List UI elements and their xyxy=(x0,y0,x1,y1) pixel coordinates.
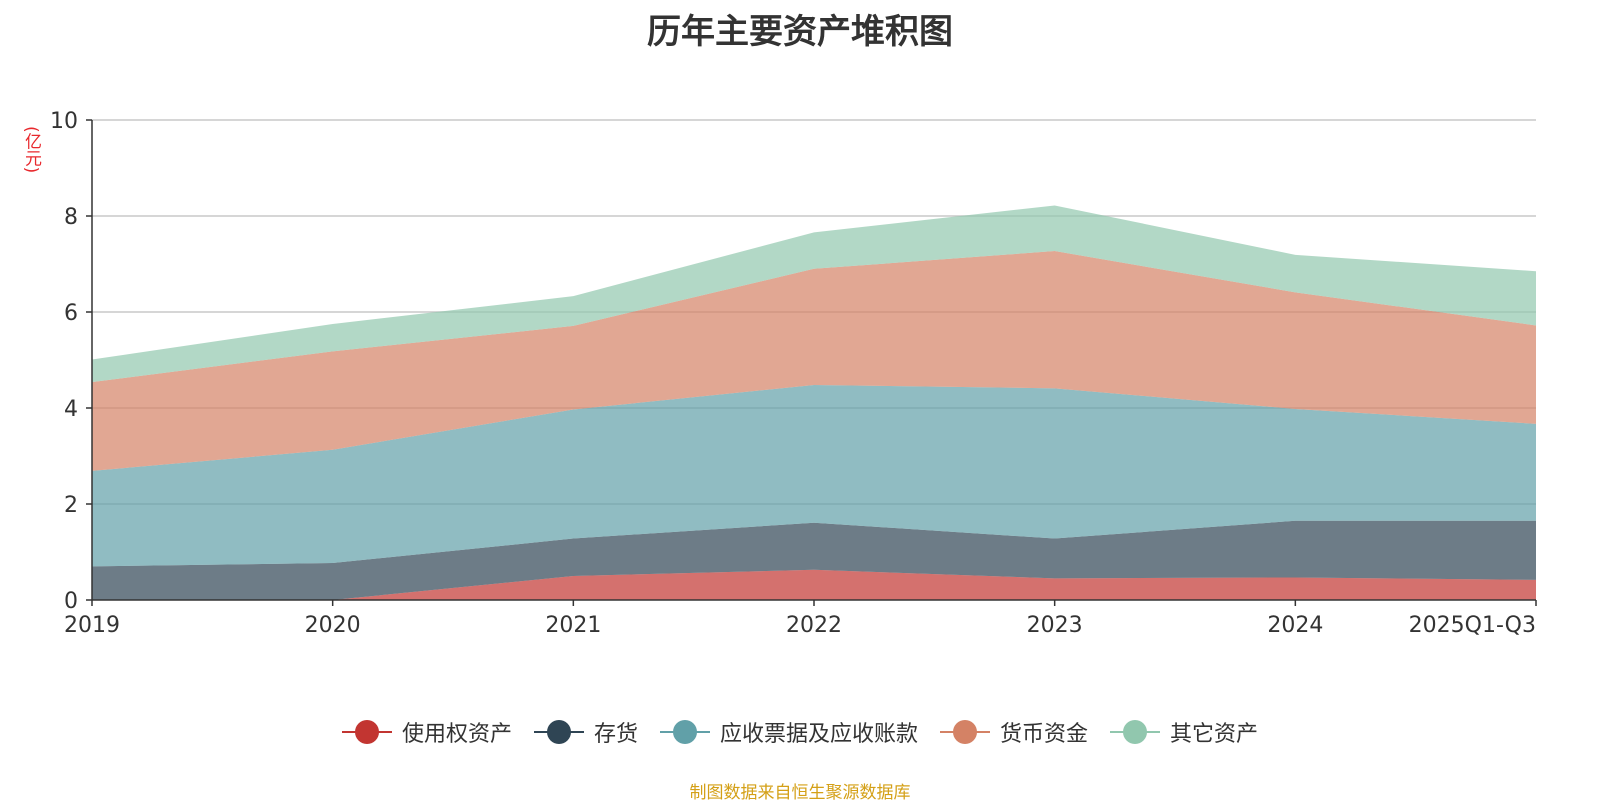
area-series-0[interactable] xyxy=(92,569,1536,600)
y-tick-label: 6 xyxy=(64,301,78,326)
area-series-1[interactable] xyxy=(92,520,1536,600)
legend-item-4[interactable]: 其它资产 xyxy=(1110,716,1258,748)
legend-swatch xyxy=(341,720,392,744)
area-series-2[interactable] xyxy=(92,384,1536,567)
y-tick-label: 0 xyxy=(64,589,78,614)
legend-swatch xyxy=(940,720,990,744)
x-tick-label: 2022 xyxy=(786,613,842,638)
stacked-area-chart: 0 2 4 6 8 10 2019 2020 2021 2022 2023 2024 2025Q1-Q3 xyxy=(50,109,1537,638)
area-series-group xyxy=(92,205,1536,600)
x-tick-label: 2023 xyxy=(1027,613,1083,638)
x-tick-label: 2025Q1-Q3 xyxy=(1409,613,1536,638)
legend-swatch xyxy=(533,720,584,744)
y-tick-label: 10 xyxy=(50,109,78,134)
y-tick-label: 4 xyxy=(64,397,78,422)
legend: 使用权资产 存货 应收票据及应收账款 货币资金 其它资产 xyxy=(0,716,1600,748)
x-tick-label: 2019 xyxy=(64,613,120,638)
axes: 0 2 4 6 8 10 2019 2020 2021 2022 2023 2024 2025Q1-Q3 xyxy=(50,109,1537,638)
legend-item-0[interactable]: 使用权资产 xyxy=(341,716,512,748)
area-series-3[interactable] xyxy=(92,251,1536,471)
legend-label: 存货 xyxy=(593,722,638,747)
legend-label: 使用权资产 xyxy=(401,722,512,747)
legend-swatch xyxy=(659,720,710,744)
chart-title: 历年主要资产堆积图 xyxy=(647,12,953,52)
legend-swatch xyxy=(1110,720,1161,744)
source-note: 制图数据来自恒生聚源数据库 xyxy=(689,783,911,803)
legend-item-2[interactable]: 应收票据及应收账款 xyxy=(659,716,918,748)
y-axis-unit-label: (亿元) xyxy=(21,126,41,174)
y-tick-label: 8 xyxy=(64,205,78,230)
area-series-4[interactable] xyxy=(92,205,1536,383)
legend-label: 其它资产 xyxy=(1170,722,1259,747)
legend-item-1[interactable]: 存货 xyxy=(533,716,638,748)
legend-item-3[interactable]: 货币资金 xyxy=(940,716,1088,748)
x-tick-label: 2020 xyxy=(305,613,361,638)
y-tick-label: 2 xyxy=(64,493,78,518)
x-tick-label: 2021 xyxy=(545,613,601,638)
legend-label: 应收票据及应收账款 xyxy=(719,722,918,747)
legend-label: 货币资金 xyxy=(1000,722,1089,747)
x-tick-label: 2024 xyxy=(1267,613,1323,638)
